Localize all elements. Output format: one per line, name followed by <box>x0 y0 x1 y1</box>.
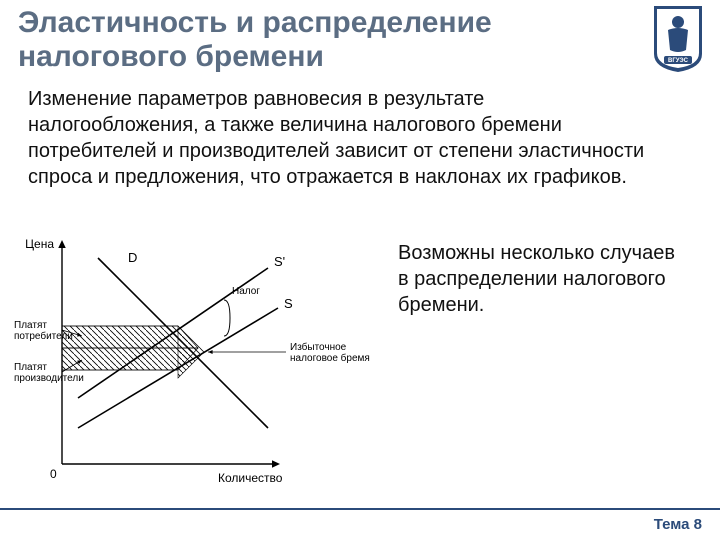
footer-divider <box>0 508 720 510</box>
footer-text: Тема <box>654 516 694 533</box>
svg-text:Платят: Платят <box>14 320 47 331</box>
footer-number: 8 <box>694 516 702 533</box>
svg-text:0: 0 <box>50 467 57 481</box>
logo-text: ВГУЭС <box>668 58 689 64</box>
slide: Эластичность и распределение налогового … <box>0 0 720 540</box>
svg-text:налоговое бремя: налоговое бремя <box>290 352 370 364</box>
slide-title: Эластичность и распределение налогового … <box>18 6 638 74</box>
footer-label: Тема 8 <box>654 516 702 533</box>
svg-text:Цена: Цена <box>25 237 54 251</box>
svg-text:потребители: потребители <box>14 330 73 342</box>
svg-text:Налог: Налог <box>232 286 260 297</box>
side-paragraph: Возможны несколько случаев в распределен… <box>398 240 688 318</box>
svg-text:Избыточное: Избыточное <box>290 341 347 353</box>
svg-text:S': S' <box>274 254 285 269</box>
tax-burden-chart: DSS'НалогЦенаКоличество0Платятпотребител… <box>8 228 380 494</box>
intro-paragraph: Изменение параметров равновесия в резуль… <box>28 86 658 190</box>
svg-text:Платят: Платят <box>14 362 47 373</box>
svg-text:D: D <box>128 250 137 265</box>
svg-text:производители: производители <box>14 373 84 384</box>
svg-text:Количество: Количество <box>218 471 283 485</box>
university-logo: ВГУЭС <box>650 6 706 72</box>
svg-text:S: S <box>284 296 293 311</box>
